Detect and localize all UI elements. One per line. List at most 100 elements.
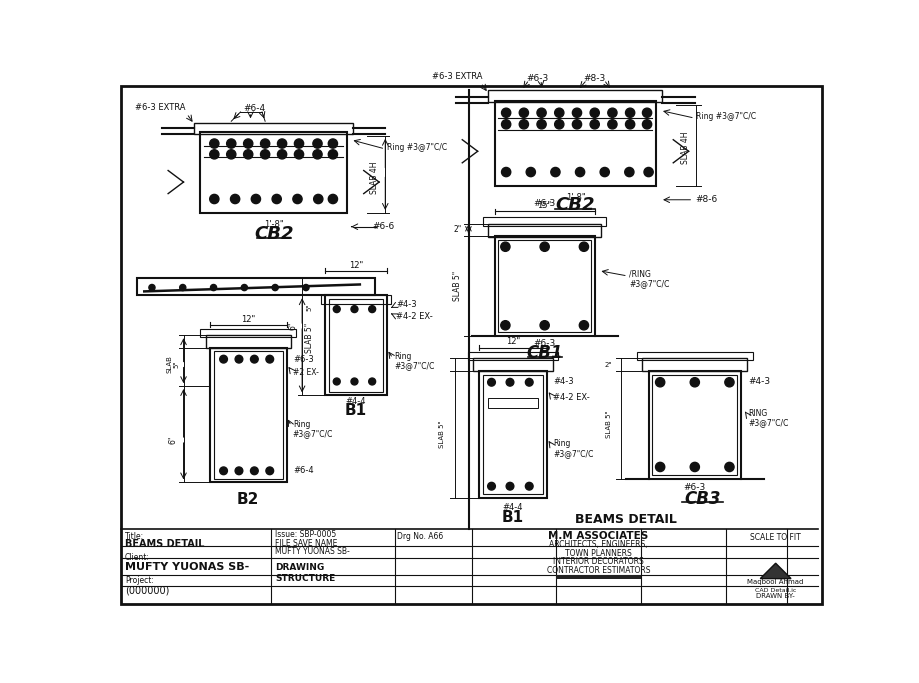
Circle shape: [537, 108, 546, 117]
Bar: [498, 240, 590, 332]
Text: #6-3 EXTRA: #6-3 EXTRA: [135, 103, 186, 112]
Circle shape: [220, 355, 227, 363]
Text: MUFTY YUONAS SB-: MUFTY YUONAS SB-: [125, 562, 249, 572]
Text: #6-4: #6-4: [292, 466, 313, 475]
Text: FILE SAVE NAME: FILE SAVE NAME: [275, 540, 337, 548]
Circle shape: [250, 467, 258, 475]
Circle shape: [244, 139, 253, 148]
Bar: [472, 359, 552, 371]
Circle shape: [505, 482, 514, 490]
Bar: [494, 236, 594, 336]
Circle shape: [260, 150, 269, 159]
Text: SLAB 5": SLAB 5": [438, 420, 445, 447]
Circle shape: [724, 462, 733, 471]
Circle shape: [624, 167, 633, 177]
Bar: [494, 101, 655, 186]
Circle shape: [333, 378, 340, 385]
Text: DRAWING: DRAWING: [275, 563, 324, 572]
Circle shape: [572, 120, 581, 129]
Circle shape: [235, 467, 243, 475]
Text: CB1: CB1: [526, 344, 562, 362]
Circle shape: [641, 120, 651, 129]
Bar: [482, 217, 606, 226]
Bar: [200, 329, 296, 337]
Text: #3@7"C/C: #3@7"C/C: [292, 430, 333, 438]
Circle shape: [302, 285, 309, 291]
Circle shape: [241, 285, 247, 291]
Circle shape: [526, 167, 535, 177]
Circle shape: [235, 355, 243, 363]
Text: 6": 6": [168, 436, 177, 444]
Circle shape: [313, 195, 323, 204]
Bar: [136, 278, 375, 295]
Circle shape: [210, 139, 219, 148]
Circle shape: [312, 150, 322, 159]
Text: #3@7"C/C: #3@7"C/C: [394, 361, 435, 371]
Text: BEAMS DETAIL: BEAMS DETAIL: [574, 513, 675, 526]
Text: 12": 12": [505, 337, 519, 346]
Bar: [479, 371, 547, 498]
Circle shape: [179, 285, 186, 291]
Circle shape: [599, 167, 608, 177]
Text: CB2: CB2: [254, 225, 293, 243]
Text: 12": 12": [241, 316, 255, 324]
Circle shape: [724, 378, 733, 387]
Bar: [213, 352, 282, 479]
Circle shape: [231, 195, 240, 204]
Text: SLAB 5": SLAB 5": [453, 271, 461, 301]
Circle shape: [501, 167, 510, 177]
Circle shape: [294, 150, 303, 159]
Circle shape: [589, 108, 598, 117]
Circle shape: [525, 378, 532, 386]
Circle shape: [500, 242, 509, 251]
Text: #6-3: #6-3: [533, 199, 555, 208]
Text: /RING: /RING: [629, 270, 651, 279]
Circle shape: [210, 150, 219, 159]
Circle shape: [579, 242, 588, 251]
Text: Project:: Project:: [125, 576, 153, 585]
Text: CONTRACTOR ESTIMATORS: CONTRACTOR ESTIMATORS: [546, 566, 650, 574]
Circle shape: [589, 120, 598, 129]
Circle shape: [369, 306, 375, 313]
Text: 1'-8": 1'-8": [565, 193, 584, 202]
Circle shape: [266, 467, 273, 475]
Text: SCALE TO FIT: SCALE TO FIT: [750, 533, 800, 542]
Circle shape: [250, 355, 258, 363]
Text: SLAB 4H: SLAB 4H: [680, 131, 689, 164]
Circle shape: [260, 139, 269, 148]
Circle shape: [210, 285, 216, 291]
Text: Ring #3@7"C/C: Ring #3@7"C/C: [696, 112, 755, 121]
Text: 6": 6": [288, 322, 297, 331]
Text: #6-3: #6-3: [533, 339, 555, 348]
Text: SLAB 4H: SLAB 4H: [369, 162, 379, 195]
Circle shape: [525, 482, 532, 490]
Circle shape: [292, 195, 301, 204]
Circle shape: [643, 167, 652, 177]
Circle shape: [537, 120, 546, 129]
Text: Maqbool Ahmad: Maqbool Ahmad: [746, 579, 803, 585]
Text: 12": 12": [348, 262, 363, 270]
Text: Issue: SBP-0005: Issue: SBP-0005: [275, 530, 336, 539]
Bar: [321, 295, 391, 305]
Text: #6-3 EXTRA: #6-3 EXTRA: [432, 72, 482, 81]
Text: #6-4: #6-4: [243, 104, 266, 113]
Circle shape: [655, 378, 664, 387]
Text: B2: B2: [237, 492, 259, 507]
Circle shape: [625, 108, 634, 117]
Text: #6-6: #6-6: [372, 222, 394, 232]
Text: SLAB
5": SLAB 5": [166, 356, 179, 374]
Circle shape: [579, 320, 588, 330]
Text: #4-3: #4-3: [552, 377, 573, 386]
Circle shape: [501, 108, 510, 117]
Circle shape: [244, 150, 253, 159]
Bar: [482, 374, 542, 494]
Text: 5": 5": [306, 303, 312, 311]
Circle shape: [266, 355, 273, 363]
Circle shape: [210, 195, 219, 204]
Text: #6-3: #6-3: [683, 484, 705, 492]
Circle shape: [351, 378, 357, 385]
Bar: [648, 371, 740, 479]
Circle shape: [625, 120, 634, 129]
Circle shape: [333, 306, 340, 313]
Circle shape: [294, 139, 303, 148]
